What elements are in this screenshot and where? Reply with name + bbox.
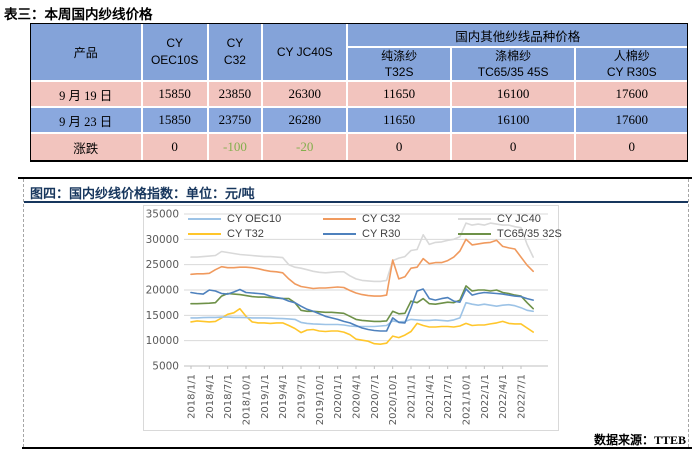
svg-text:2019/4/1: 2019/4/1 <box>278 374 289 419</box>
svg-text:2021/1/1: 2021/1/1 <box>407 374 418 419</box>
svg-text:2022/4/1: 2022/4/1 <box>498 374 509 419</box>
svg-text:15000: 15000 <box>146 310 179 322</box>
chart-legend: CY OEC10 CY C32 CY JC40 CY T32 CY R30 TC65/35… <box>188 211 578 241</box>
svg-text:2022/7/1: 2022/7/1 <box>517 374 528 419</box>
page-border-left <box>23 179 24 447</box>
price-table-body: 9 月 19 日 15850 23850 26300 11650 16100 17600 9 … <box>31 82 687 160</box>
legend-item: CY T32 <box>188 228 323 240</box>
svg-text:35000: 35000 <box>146 209 179 221</box>
svg-text:2022/1/1: 2022/1/1 <box>480 374 491 419</box>
svg-text:5000: 5000 <box>152 361 179 373</box>
legend-item: CY C32 <box>323 213 458 225</box>
legend-item: CY R30 <box>323 228 458 240</box>
table-cell: 17600 <box>576 82 687 108</box>
col-header-product: 产品 <box>31 24 143 82</box>
yarn-price-chart: 35000 30000 25000 20000 15000 10000 5000 2018/1… <box>143 205 562 431</box>
legend-label: TC65/35 32S <box>497 227 562 240</box>
table-row: 涨跌 0 -100 -20 0 0 0 <box>31 134 687 160</box>
col-header-t32s: 纯涤纱 T32S <box>348 48 452 82</box>
table-cell: 16100 <box>451 108 577 134</box>
yarn-price-table: 产品 CY OEC10S CY C32 CY JC40S 国内其他纱线品种价格 … <box>30 23 688 162</box>
svg-text:2021/10/1: 2021/10/1 <box>462 374 473 425</box>
table-cell: 23850 <box>208 82 264 108</box>
table-cell: 0 <box>452 134 577 160</box>
legend-line-swatch <box>188 232 221 235</box>
legend-label: CY T32 <box>227 227 264 240</box>
legend-label: CY OEC10 <box>227 212 282 225</box>
page-border-bottom <box>22 447 692 449</box>
legend-item: TC65/35 32S <box>458 228 578 240</box>
svg-text:2018/1/1: 2018/1/1 <box>187 374 198 419</box>
table-cell: 15850 <box>142 82 209 108</box>
legend-label: CY C32 <box>362 212 401 225</box>
table-cell: 11650 <box>348 82 452 108</box>
table-row: 9 月 23 日 15850 23750 26280 11650 16100 17600 <box>31 108 687 134</box>
svg-text:10000: 10000 <box>146 335 179 347</box>
table-cell: 0 <box>143 134 209 160</box>
svg-text:2019/7/1: 2019/7/1 <box>297 374 308 419</box>
legend-item: CY OEC10 <box>188 213 323 225</box>
row-label: 涨跌 <box>31 134 143 160</box>
svg-text:2020/1/1: 2020/1/1 <box>333 374 344 419</box>
table-cell: -100 <box>209 134 264 160</box>
svg-text:2021/4/1: 2021/4/1 <box>425 374 436 419</box>
figure-title-underline <box>24 201 688 203</box>
table-cell: 16100 <box>451 82 577 108</box>
svg-text:2019/10/1: 2019/10/1 <box>315 374 326 425</box>
table-cell: 15850 <box>142 108 209 134</box>
table-cell: -20 <box>263 134 349 160</box>
table-title: 表三：本周国内纱线价格 <box>4 7 153 22</box>
table-cell: 26280 <box>263 108 349 134</box>
section-divider-top <box>18 177 692 179</box>
row-label: 9 月 19 日 <box>31 82 143 108</box>
svg-text:30000: 30000 <box>146 234 179 246</box>
legend-line-swatch <box>458 217 491 220</box>
legend-line-swatch <box>323 217 356 220</box>
svg-text:2020/7/1: 2020/7/1 <box>370 374 381 419</box>
table-cell: 0 <box>348 134 452 160</box>
svg-text:20000: 20000 <box>146 285 179 297</box>
col-header-cy-jc40s: CY JC40S <box>263 24 349 82</box>
svg-text:2020/4/1: 2020/4/1 <box>352 374 363 419</box>
col-header-cy-oec10s: CY OEC10S <box>142 24 209 82</box>
legend-line-swatch <box>188 217 221 220</box>
svg-text:2018/7/1: 2018/7/1 <box>223 374 234 419</box>
legend-label: CY JC40 <box>497 212 541 225</box>
price-chart-svg: 35000 30000 25000 20000 15000 10000 5000 2018/1… <box>146 209 548 425</box>
table-cell: 17600 <box>576 108 687 134</box>
legend-line-swatch <box>458 232 491 235</box>
table-cell: 26300 <box>263 82 349 108</box>
legend-label: CY R30 <box>362 227 401 240</box>
svg-text:2020/10/1: 2020/10/1 <box>388 374 399 425</box>
svg-text:2018/10/1: 2018/10/1 <box>242 374 253 425</box>
legend-line-swatch <box>323 232 356 235</box>
col-header-cy-c32: CY C32 <box>208 24 264 82</box>
svg-text:2018/4/1: 2018/4/1 <box>205 374 216 419</box>
data-source-label: 数据来源：TTEB <box>593 433 686 447</box>
legend-item: CY JC40 <box>458 213 578 225</box>
svg-text:2019/1/1: 2019/1/1 <box>260 374 271 419</box>
col-header-cyr30s: 人棉纱 CY R30S <box>576 48 687 82</box>
col-header-tc6535: 涤棉纱 TC65/35 45S <box>451 48 577 82</box>
figure-title: 图四：国内纱线价格指数：单位：元/吨 <box>30 186 255 201</box>
svg-text:25000: 25000 <box>146 259 179 271</box>
svg-text:2021/7/1: 2021/7/1 <box>443 374 454 419</box>
table-cell: 23750 <box>208 108 264 134</box>
row-label: 9 月 23 日 <box>31 108 143 134</box>
table-cell: 0 <box>628 139 635 154</box>
page-border-right <box>688 179 689 447</box>
table-row: 9 月 19 日 15850 23850 26300 11650 16100 17600 <box>31 82 687 108</box>
table-cell: 11650 <box>348 108 452 134</box>
group-header-other-yarns: 国内其他纱线品种价格 <box>348 24 687 48</box>
